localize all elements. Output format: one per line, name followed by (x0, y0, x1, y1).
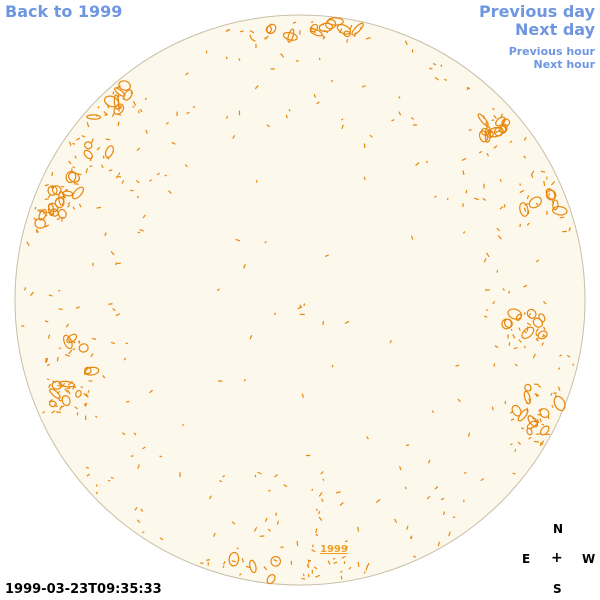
compass-center-icon: + (551, 550, 563, 566)
next-day-link[interactable]: Next day (515, 20, 595, 39)
magnetogram-contours (21, 17, 575, 585)
solar-disc (14, 14, 586, 586)
observation-timestamp: 1999-03-23T09:35:33 (5, 582, 162, 597)
compass-north: N (553, 522, 564, 536)
next-hour-link[interactable]: Next hour (533, 58, 596, 71)
compass-west: W (582, 552, 596, 566)
previous-hour-link[interactable]: Previous hour (508, 45, 595, 58)
previous-day-link[interactable]: Previous day (478, 2, 595, 21)
compass-east: E (522, 552, 531, 566)
year-label-link[interactable]: 1999 (320, 544, 348, 555)
compass-south: S (553, 582, 562, 596)
back-to-year-link[interactable]: Back to 1999 (5, 2, 123, 21)
